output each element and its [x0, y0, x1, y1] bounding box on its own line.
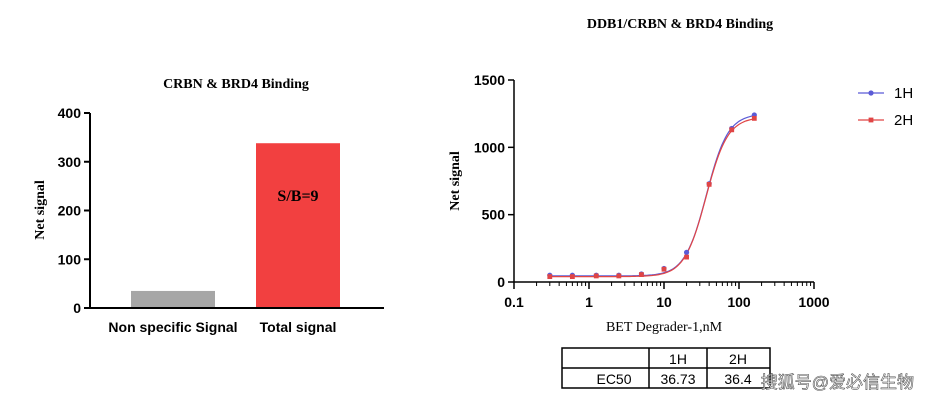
- bar-chart-x-tick-label: Non specific Signal: [108, 319, 237, 335]
- bar-chart-y-tick-label: 300: [58, 154, 82, 170]
- bar-chart-y-axis-label: Net signal: [33, 180, 48, 240]
- legend-label-1h: 1H: [894, 85, 913, 102]
- bar-chart-x-tick-label: Total signal: [260, 319, 337, 335]
- ec50-table-header-2h: 2H: [729, 351, 747, 367]
- dose-response-y-tick-label: 1000: [474, 139, 505, 155]
- ec50-table-header-1h: 1H: [669, 351, 687, 367]
- ec50-value-1h: 36.73: [660, 371, 695, 387]
- data-point-2h: [639, 272, 644, 277]
- bar: [131, 290, 215, 308]
- ec50-table: 1H 2H EC50 36.73 36.4: [561, 347, 771, 389]
- data-point-2h: [751, 115, 757, 121]
- legend-marker-1h: [868, 90, 874, 96]
- data-point-2h: [616, 273, 622, 279]
- watermark: 搜狐号@爱必信生物: [760, 373, 914, 393]
- dose-response-x-tick-label: 100: [727, 294, 751, 310]
- bar-chart-y-tick-label: 200: [58, 203, 82, 219]
- bar-chart-title: CRBN & BRD4 Binding: [163, 77, 309, 92]
- dose-response-y-tick-label: 1500: [474, 72, 505, 88]
- dose-response-x-tick-label: 1: [585, 294, 593, 310]
- fit-curve-1h: [549, 115, 755, 277]
- fit-curve-2h: [549, 118, 755, 278]
- legend-label-2h: 2H: [894, 112, 913, 129]
- signal-to-background-annotation: S/B=9: [277, 188, 318, 205]
- data-point-2h: [569, 274, 575, 280]
- dose-response-y-tick-label: 500: [482, 207, 506, 223]
- dose-response-x-tick-label: 1000: [798, 294, 829, 310]
- bar-chart-y-tick-label: 400: [58, 105, 82, 121]
- ec50-table-row-label: EC50: [596, 371, 631, 387]
- dose-response-y-axis-label: Net signal: [448, 151, 463, 211]
- dose-response-chart: DDB1/CRBN & BRD4 Binding Net signal BET …: [448, 17, 913, 335]
- bar: [256, 143, 340, 308]
- data-point-2h: [593, 273, 599, 279]
- bar-chart-y-tick-label: 0: [73, 300, 81, 316]
- data-point-2h: [547, 274, 553, 280]
- data-point-2h: [684, 254, 689, 260]
- legend-marker-2h: [868, 117, 874, 123]
- data-point-2h: [729, 127, 735, 133]
- dose-response-x-tick-label: 0.1: [504, 294, 524, 310]
- data-point-2h: [661, 266, 667, 272]
- watermark-text: 搜狐号@爱必信生物: [761, 373, 914, 392]
- dose-response-y-tick-label: 0: [497, 274, 505, 290]
- dose-response-title: DDB1/CRBN & BRD4 Binding: [587, 17, 773, 32]
- ec50-value-2h: 36.4: [724, 371, 751, 387]
- data-point-1h: [683, 249, 690, 255]
- dose-response-x-tick-label: 10: [656, 294, 672, 310]
- dose-response-x-axis-label: BET Degrader-1,nM: [606, 320, 723, 335]
- data-point-2h: [706, 181, 712, 187]
- bar-chart: CRBN & BRD4 Binding Net signal 0 100 200 30…: [33, 77, 384, 335]
- bar-chart-y-tick-label: 100: [58, 251, 82, 267]
